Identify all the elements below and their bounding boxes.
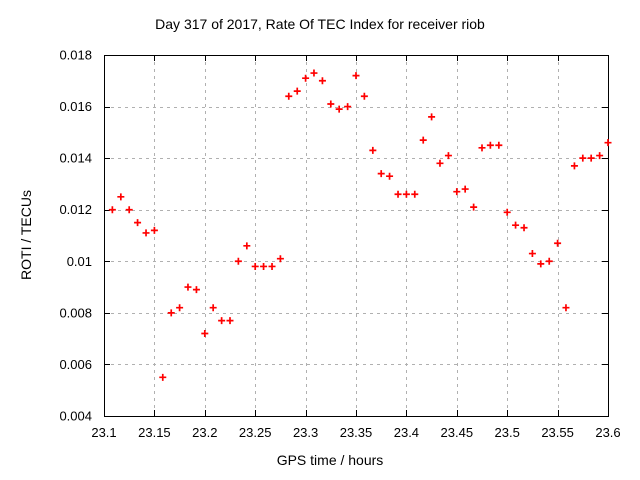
data-point-marker [234,257,242,265]
y-tick-label: 0.016 [59,99,92,114]
data-point-marker [285,92,293,100]
data-point-marker [176,304,184,312]
data-point-marker [402,190,410,198]
data-point-marker [268,262,276,270]
data-point-marker [377,170,385,178]
x-tick-label: 23.5 [495,425,520,440]
data-point-marker [344,103,352,111]
data-point-marker [142,229,150,237]
x-tick-label: 23.4 [394,425,419,440]
data-point-marker [327,100,335,108]
y-tick-label: 0.008 [59,305,92,320]
x-tick-label: 23.25 [239,425,272,440]
data-point-marker [201,329,209,337]
x-tick-label: 23.2 [192,425,217,440]
data-point-marker [419,136,427,144]
data-point-marker [470,203,478,211]
data-point-marker [478,144,486,152]
x-tick-label: 23.35 [340,425,373,440]
data-point-marker [520,224,528,232]
data-point-marker [150,226,158,234]
data-point-marker [192,286,200,294]
data-point-marker [495,141,503,149]
data-point-marker [587,154,595,162]
data-point-marker [453,188,461,196]
data-point-marker [503,208,511,216]
data-point-marker [218,317,226,325]
x-tick-label: 23.6 [595,425,620,440]
data-point-marker [310,69,318,77]
data-point-marker [537,260,545,268]
data-point-marker [243,242,251,250]
data-point-marker [117,193,125,201]
data-point-marker [167,309,175,317]
data-point-marker [318,77,326,85]
data-point-marker [570,162,578,170]
data-point-marker [352,72,360,80]
data-point-marker [184,283,192,291]
y-tick-label: 0.014 [59,151,92,166]
data-point-marker [335,105,343,113]
data-point-marker [579,154,587,162]
data-point-marker [159,373,167,381]
chart-title: Day 317 of 2017, Rate Of TEC Index for r… [155,16,485,32]
data-point-marker [411,190,419,198]
data-point-marker [226,317,234,325]
x-tick-label: 23.55 [541,425,574,440]
data-point-marker [125,206,133,214]
x-axis-title: GPS time / hours [276,452,384,468]
data-point-marker [251,262,259,270]
data-point-marker [394,190,402,198]
data-point-marker [562,304,570,312]
y-tick-label: 0.018 [59,48,92,63]
y-tick-label: 0.006 [59,357,92,372]
data-point-marker [604,139,612,147]
data-point-marker [369,146,377,154]
data-point-marker [293,87,301,95]
data-point-marker [596,152,604,160]
data-point-marker [108,206,116,214]
data-point-marker [428,113,436,121]
data-point-marker [386,172,394,180]
y-tick-label: 0.01 [67,254,92,269]
data-point-marker [444,152,452,160]
data-point-marker [209,304,217,312]
data-point-marker [486,141,494,149]
data-point-marker [436,159,444,167]
y-tick-label: 0.012 [59,202,92,217]
x-tick-label: 23.15 [138,425,171,440]
data-point-marker [461,185,469,193]
plot-border [104,55,609,417]
data-point-marker [360,92,368,100]
data-point-marker [276,255,284,263]
data-point-marker [260,262,268,270]
data-point-marker [134,219,142,227]
data-point-marker [554,239,562,247]
x-tick-label: 23.3 [293,425,318,440]
x-tick-label: 23.45 [441,425,474,440]
data-point-marker [512,221,520,229]
y-tick-label: 0.004 [59,409,92,424]
data-point-marker [545,257,553,265]
x-tick-label: 23.1 [91,425,116,440]
data-point-marker [528,250,536,258]
data-point-marker [302,74,310,82]
